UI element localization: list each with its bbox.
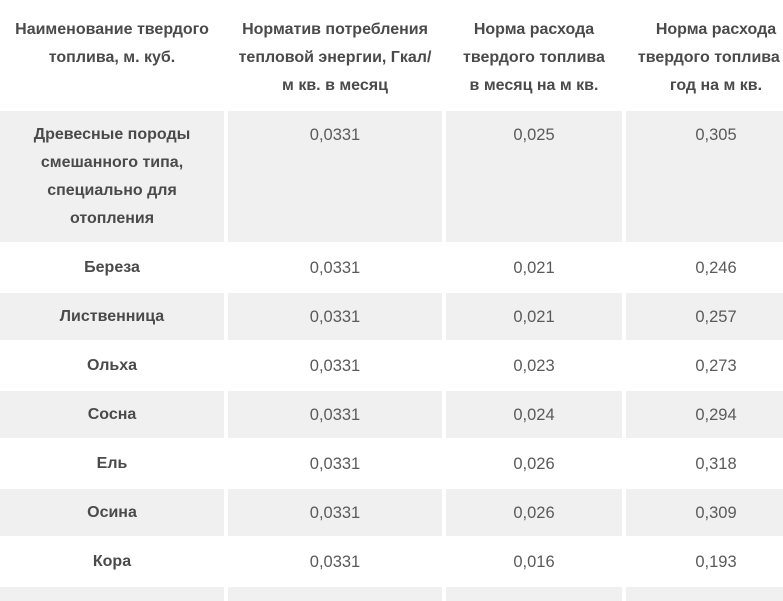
table-row: Лиственница 0,0331 0,021 0,257 (0, 293, 783, 340)
header-cell-0: Наименование твердого топлива, м. куб. (0, 0, 224, 109)
value-cell: 0,0331 (309, 553, 361, 571)
value-cell: 0,0331 (228, 293, 442, 340)
table-row: Кора 0,0331 0,016 0,193 (0, 538, 783, 585)
table-body: Древесные породы смешанного типа, специа… (0, 111, 783, 601)
value-cell: 0,309 (626, 489, 783, 536)
row-name: Кора (92, 553, 132, 570)
table-row: Древесные опилки 0,0331 0,061 0,737 (0, 587, 783, 601)
table-row: Осина 0,0331 0,026 0,309 (0, 489, 783, 536)
value-cell: 0,318 (695, 455, 737, 473)
value-cell: 0,0331 (228, 489, 442, 536)
header-cell-2: Норма расхода твердого топлива в месяц н… (446, 0, 622, 109)
row-name: Осина (0, 489, 224, 536)
row-name: Ель (96, 455, 128, 472)
table-row: Ель 0,0331 0,026 0,318 (0, 440, 783, 487)
value-cell: 0,0331 (228, 391, 442, 438)
table-header-row: Наименование твердого топлива, м. куб. Но… (0, 0, 783, 109)
row-name: Древесные опилки (0, 587, 224, 601)
value-cell: 0,305 (626, 111, 783, 242)
value-cell: 0,023 (513, 357, 555, 375)
value-cell: 0,026 (446, 489, 622, 536)
header-cell-3: Норма расхода твердого топлива в год на … (626, 0, 783, 109)
value-cell: 0,061 (446, 587, 622, 601)
row-name: Ольха (86, 357, 138, 374)
table-row: Ольха 0,0331 0,023 0,273 (0, 342, 783, 389)
row-name: Береза (84, 259, 140, 276)
table-row: Древесные породы смешанного типа, специа… (0, 111, 783, 242)
value-cell: 0,021 (446, 293, 622, 340)
value-cell: 0,0331 (228, 587, 442, 601)
value-cell: 0,246 (695, 259, 737, 277)
value-cell: 0,294 (626, 391, 783, 438)
value-cell: 0,0331 (309, 455, 361, 473)
value-cell: 0,273 (695, 357, 737, 375)
value-cell: 0,0331 (309, 259, 361, 277)
value-cell: 0,737 (626, 587, 783, 601)
value-cell: 0,024 (446, 391, 622, 438)
table-row: Сосна 0,0331 0,024 0,294 (0, 391, 783, 438)
table-row: Береза 0,0331 0,021 0,246 (0, 244, 783, 291)
value-cell: 0,026 (513, 455, 555, 473)
row-name: Древесные породы смешанного типа, специа… (0, 111, 224, 242)
value-cell: 0,0331 (228, 111, 442, 242)
value-cell: 0,193 (695, 553, 737, 571)
header-cell-1: Норматив потребления тепловой энергии, Г… (228, 0, 442, 109)
row-name: Сосна (0, 391, 224, 438)
row-name: Лиственница (0, 293, 224, 340)
value-cell: 0,016 (513, 553, 555, 571)
value-cell: 0,257 (626, 293, 783, 340)
value-cell: 0,021 (513, 259, 555, 277)
value-cell: 0,0331 (309, 357, 361, 375)
value-cell: 0,025 (446, 111, 622, 242)
